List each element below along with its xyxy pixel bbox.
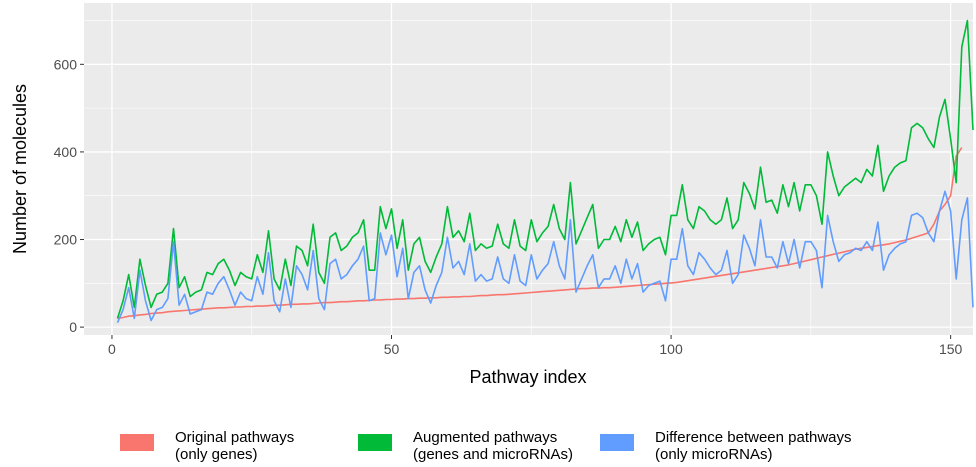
x-tick-label: 100 — [659, 341, 683, 357]
legend: Original pathways (only genes) Augmented p… — [120, 429, 852, 463]
legend-key-3 — [600, 434, 634, 451]
y-tick-label: 400 — [54, 144, 78, 160]
series-lines — [116, 19, 974, 324]
grid-major — [84, 3, 973, 335]
x-tick-label: 0 — [108, 341, 116, 357]
y-axis-title: Number of molecules — [10, 84, 30, 254]
legend-label-2: Augmented pathways (genes and microRNAs) — [413, 429, 573, 463]
series-line-1 — [117, 147, 963, 320]
x-axis-title: Pathway index — [469, 367, 586, 387]
legend-key-2 — [358, 434, 392, 451]
y-axis-ticks: 0 200 400 600 — [54, 56, 84, 335]
legend-label-3: Difference between pathways (only microRN… — [655, 429, 852, 463]
x-tick-label: 50 — [384, 341, 400, 357]
x-tick-label: 150 — [939, 341, 963, 357]
series-line-2 — [116, 19, 974, 319]
series-line-3 — [116, 190, 974, 324]
grid-minor — [84, 3, 973, 335]
y-tick-label: 200 — [54, 232, 78, 248]
legend-label-1: Original pathways (only genes) — [175, 429, 294, 463]
y-tick-label: 600 — [54, 56, 78, 72]
legend-key-1 — [120, 434, 154, 451]
y-tick-label: 0 — [69, 319, 77, 335]
x-axis-ticks: 0 50 100 150 — [108, 335, 963, 357]
